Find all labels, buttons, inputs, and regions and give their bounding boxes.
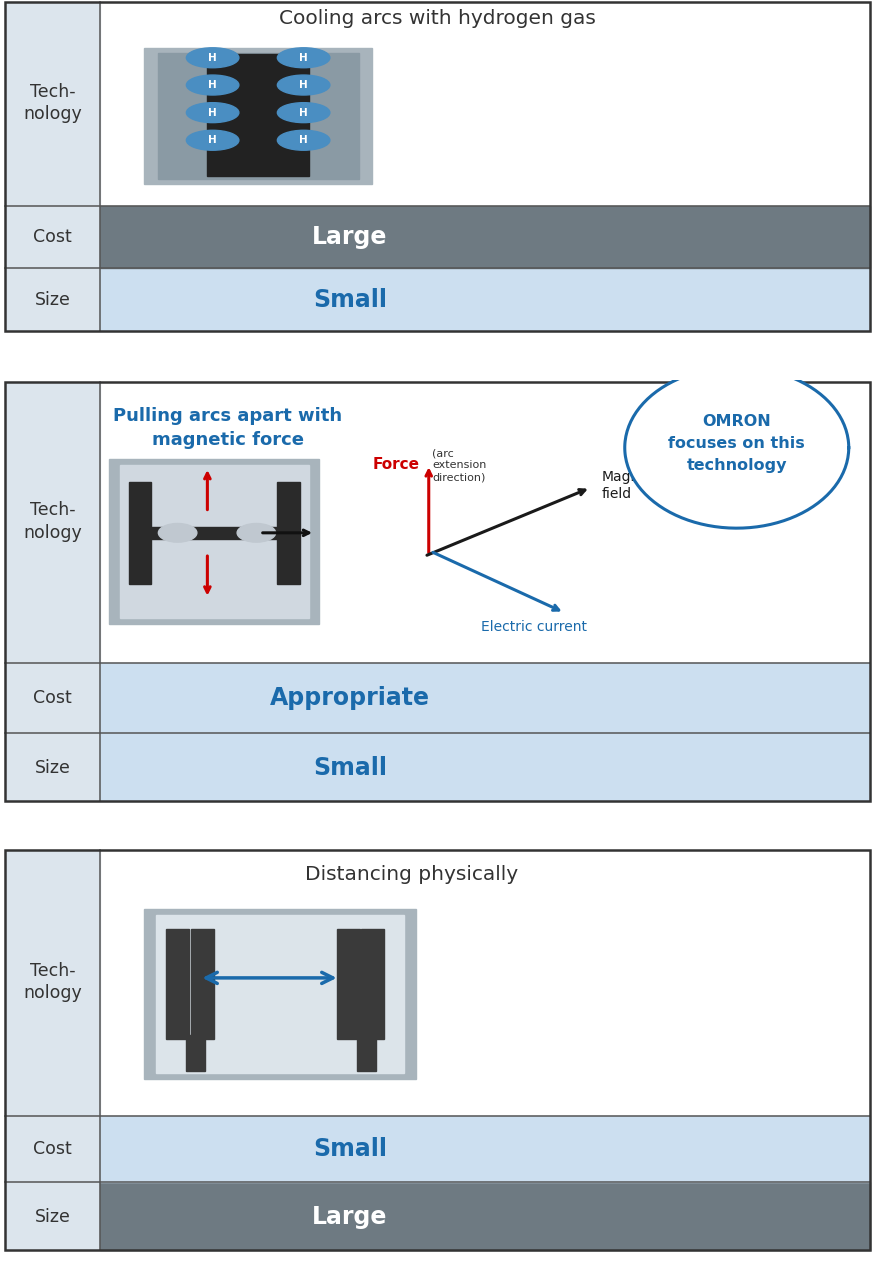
Bar xyxy=(151,528,277,539)
Text: Electric current: Electric current xyxy=(481,621,587,635)
Text: Small: Small xyxy=(313,288,387,312)
Text: Size: Size xyxy=(35,759,70,777)
Bar xyxy=(129,482,151,583)
Circle shape xyxy=(277,130,330,151)
Bar xyxy=(166,930,189,1039)
Text: Size: Size xyxy=(35,1208,70,1226)
Text: Size: Size xyxy=(35,291,70,309)
Text: Large: Large xyxy=(312,1206,388,1230)
Text: Distancing physically: Distancing physically xyxy=(304,865,518,884)
Text: H: H xyxy=(208,135,217,145)
Bar xyxy=(5,382,100,801)
Text: H: H xyxy=(208,108,217,118)
Text: Force: Force xyxy=(373,457,420,472)
Bar xyxy=(100,268,870,330)
Bar xyxy=(120,466,309,617)
Text: Pulling arcs apart with
magnetic force: Pulling arcs apart with magnetic force xyxy=(113,407,342,449)
Circle shape xyxy=(186,102,239,123)
Bar xyxy=(144,910,416,1079)
Text: (⁠arc
extension
direction): (⁠arc extension direction) xyxy=(432,448,487,482)
Text: H: H xyxy=(299,53,308,63)
Circle shape xyxy=(277,48,330,68)
Text: Large: Large xyxy=(312,225,388,249)
Bar xyxy=(100,663,870,732)
Text: Appropriate: Appropriate xyxy=(270,686,430,710)
Bar xyxy=(277,482,300,583)
Circle shape xyxy=(277,102,330,123)
Circle shape xyxy=(277,75,330,95)
Circle shape xyxy=(186,130,239,151)
Text: Magnetic
field: Magnetic field xyxy=(602,471,666,501)
Bar xyxy=(109,459,319,624)
Bar xyxy=(100,732,870,801)
Text: Cooling arcs with hydrogen gas: Cooling arcs with hydrogen gas xyxy=(279,9,596,28)
Bar xyxy=(5,850,100,1250)
Polygon shape xyxy=(625,367,849,529)
Circle shape xyxy=(186,48,239,68)
Bar xyxy=(337,930,360,1039)
Bar xyxy=(361,930,384,1039)
Text: Tech-
nology: Tech- nology xyxy=(23,501,82,541)
Text: Small: Small xyxy=(313,1137,387,1161)
Bar xyxy=(207,54,309,176)
Bar xyxy=(100,1116,870,1183)
Text: H: H xyxy=(299,108,308,118)
Text: Tech-
nology: Tech- nology xyxy=(23,83,82,123)
Bar xyxy=(191,930,214,1039)
Bar xyxy=(186,1035,205,1071)
Text: H: H xyxy=(299,135,308,145)
Bar xyxy=(100,206,870,268)
Bar xyxy=(357,1035,376,1071)
Bar xyxy=(158,53,359,180)
Text: H: H xyxy=(208,53,217,63)
Text: Tech-
nology: Tech- nology xyxy=(23,961,82,1002)
Text: OMRON
focuses on this
technology: OMRON focuses on this technology xyxy=(668,415,805,473)
Text: Cost: Cost xyxy=(33,228,72,247)
Text: Cost: Cost xyxy=(33,1140,72,1159)
Circle shape xyxy=(186,75,239,95)
Circle shape xyxy=(237,524,276,543)
Text: H: H xyxy=(208,80,217,90)
Circle shape xyxy=(158,524,197,543)
Bar xyxy=(156,915,404,1073)
Text: Cost: Cost xyxy=(33,689,72,707)
Bar xyxy=(5,3,100,330)
Bar xyxy=(100,1183,870,1250)
Text: Small: Small xyxy=(313,756,387,781)
Text: H: H xyxy=(299,80,308,90)
Bar xyxy=(144,48,372,185)
